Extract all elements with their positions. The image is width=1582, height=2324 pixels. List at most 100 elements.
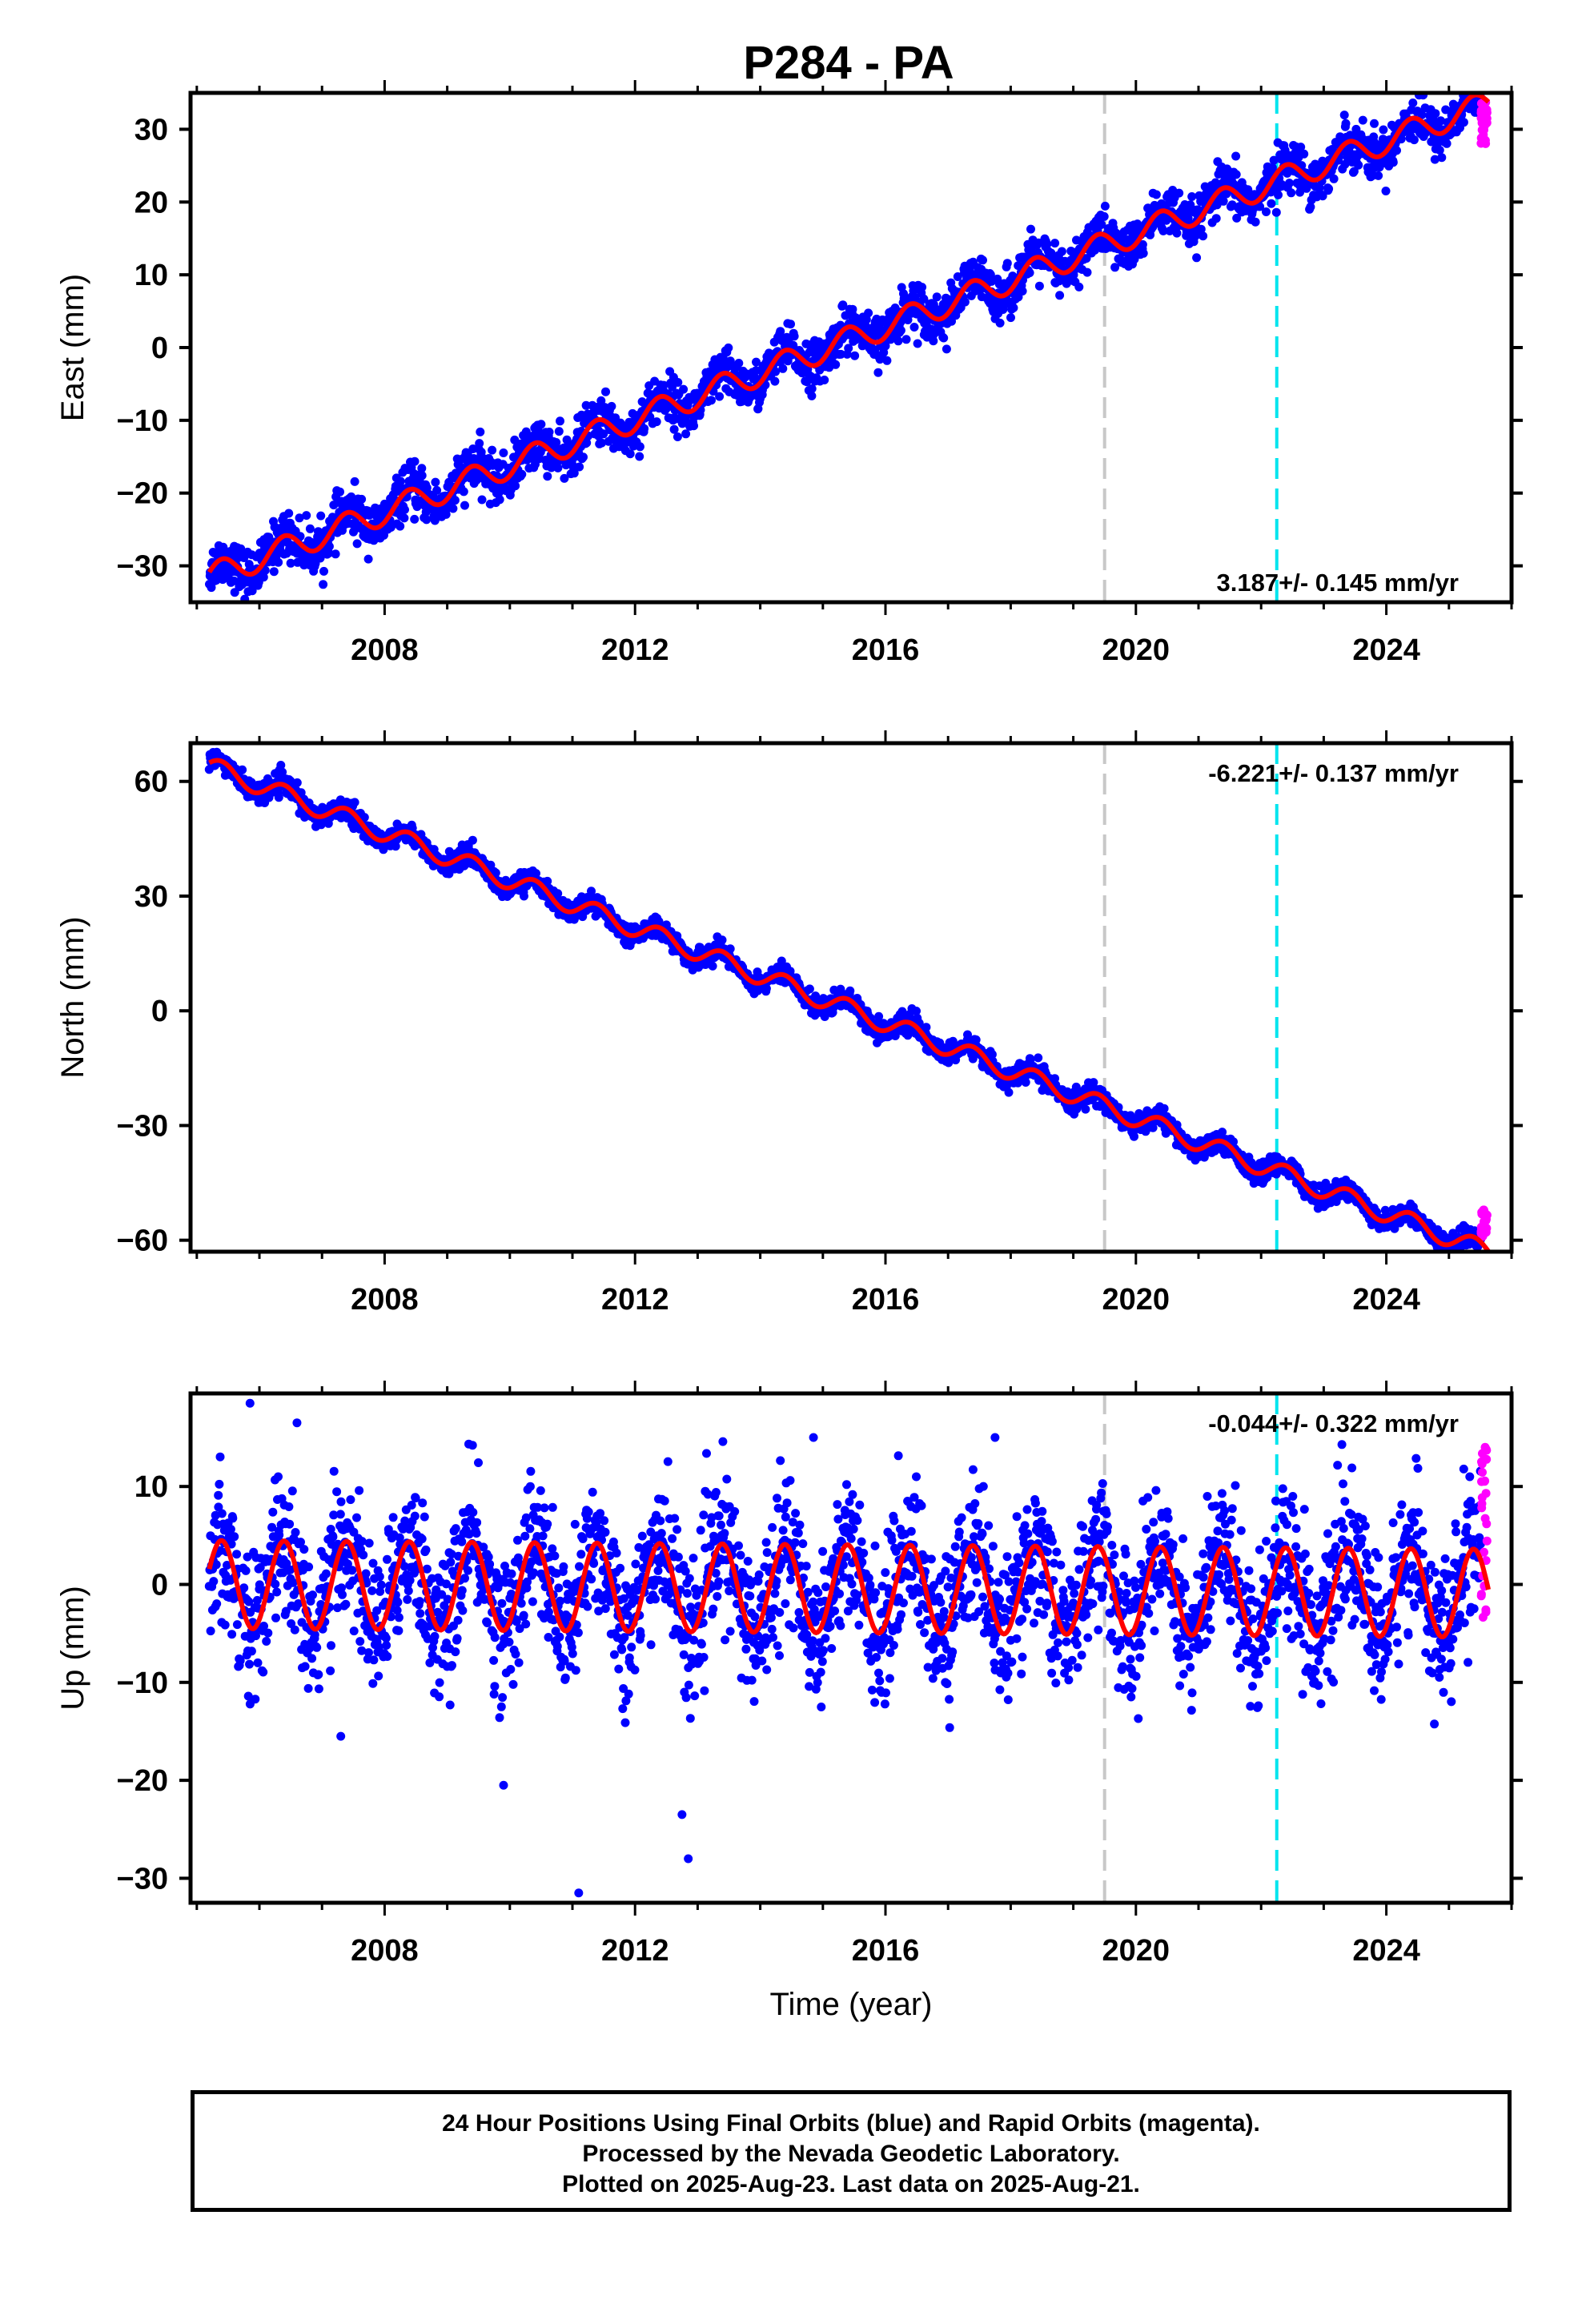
data-point	[777, 956, 786, 966]
model-curve	[207, 93, 1491, 577]
data-point	[295, 513, 304, 523]
data-point	[1099, 211, 1109, 221]
data-point	[1436, 116, 1446, 126]
data-point	[805, 984, 814, 994]
data-point	[607, 401, 616, 411]
rapid-orbit-point	[1476, 113, 1486, 123]
data-point	[274, 793, 283, 802]
data-point	[1138, 248, 1148, 258]
data-point	[400, 505, 409, 514]
data-point	[1441, 105, 1451, 115]
data-point	[560, 473, 569, 483]
data-point	[659, 380, 669, 390]
data-point	[292, 778, 302, 787]
data-point	[1379, 125, 1388, 135]
data-point	[319, 566, 328, 576]
data-point	[517, 469, 527, 479]
data-point	[218, 575, 227, 585]
data-point	[543, 472, 552, 481]
data-point	[913, 339, 922, 348]
data-point	[1138, 239, 1147, 249]
data-point	[689, 421, 698, 431]
data-point	[848, 304, 857, 314]
data-point	[553, 463, 563, 472]
data-point	[316, 511, 326, 521]
data-point	[1437, 153, 1447, 163]
data-point	[1358, 115, 1367, 125]
data-point	[715, 392, 725, 401]
data-point	[1196, 224, 1206, 234]
data-point	[601, 387, 610, 396]
data-point	[597, 438, 606, 448]
data-point	[1251, 217, 1260, 227]
data-point	[495, 495, 504, 505]
data-point	[960, 297, 970, 307]
data-point	[335, 487, 344, 497]
data-point	[1409, 135, 1419, 145]
data-point	[1050, 239, 1060, 248]
data-point	[873, 368, 883, 377]
data-point	[890, 1031, 900, 1040]
data-point	[476, 448, 486, 456]
data-point	[1110, 263, 1120, 272]
data-point	[652, 417, 661, 427]
data-point	[1074, 282, 1084, 292]
data-point	[286, 558, 295, 568]
data-point	[511, 481, 520, 491]
data-point	[909, 323, 919, 332]
data-point	[1459, 118, 1468, 127]
data-point	[942, 344, 951, 354]
data-point	[917, 283, 927, 292]
data-point	[1435, 146, 1444, 155]
data-point	[410, 456, 420, 466]
data-point	[1231, 151, 1241, 161]
data-point	[679, 384, 689, 394]
data-point	[1158, 226, 1168, 235]
data-point	[770, 376, 780, 386]
data-point	[1025, 268, 1034, 278]
data-point	[761, 983, 771, 993]
data-point	[460, 501, 469, 510]
data-point	[681, 429, 691, 439]
data-point	[1349, 167, 1359, 176]
data-point	[1306, 202, 1315, 211]
data-point	[1130, 1132, 1138, 1141]
data-point	[1034, 281, 1044, 291]
data-point	[1269, 155, 1279, 165]
data-point	[635, 442, 644, 452]
y-tick-label: −20	[117, 477, 168, 511]
data-point	[1231, 170, 1241, 179]
data-point	[396, 521, 405, 531]
data-point	[475, 439, 484, 448]
data-point	[1341, 119, 1351, 128]
data-point	[520, 891, 528, 901]
data-point	[1211, 214, 1221, 223]
data-point	[1192, 253, 1202, 263]
data-point	[807, 384, 817, 393]
data-point	[844, 344, 853, 353]
data-point	[1174, 188, 1184, 198]
data-point	[789, 332, 799, 341]
data-point	[771, 367, 781, 376]
y-axis-label: East (mm)	[55, 274, 90, 421]
x-tick-label: 2020	[1102, 633, 1170, 667]
data-point	[919, 294, 929, 304]
data-point	[1018, 287, 1027, 296]
data-point	[836, 349, 845, 359]
data-point	[1442, 139, 1452, 148]
data-point	[1021, 1078, 1030, 1087]
data-point	[1324, 184, 1334, 194]
data-point	[1042, 239, 1052, 249]
data-point	[331, 549, 340, 559]
data-point	[274, 557, 283, 567]
data-point	[845, 986, 855, 995]
data-point	[488, 445, 497, 455]
data-point	[1009, 303, 1018, 312]
data-point	[238, 765, 247, 774]
data-point	[396, 476, 405, 486]
data-point	[207, 583, 216, 593]
data-point	[1057, 247, 1066, 256]
data-point	[1151, 190, 1161, 199]
